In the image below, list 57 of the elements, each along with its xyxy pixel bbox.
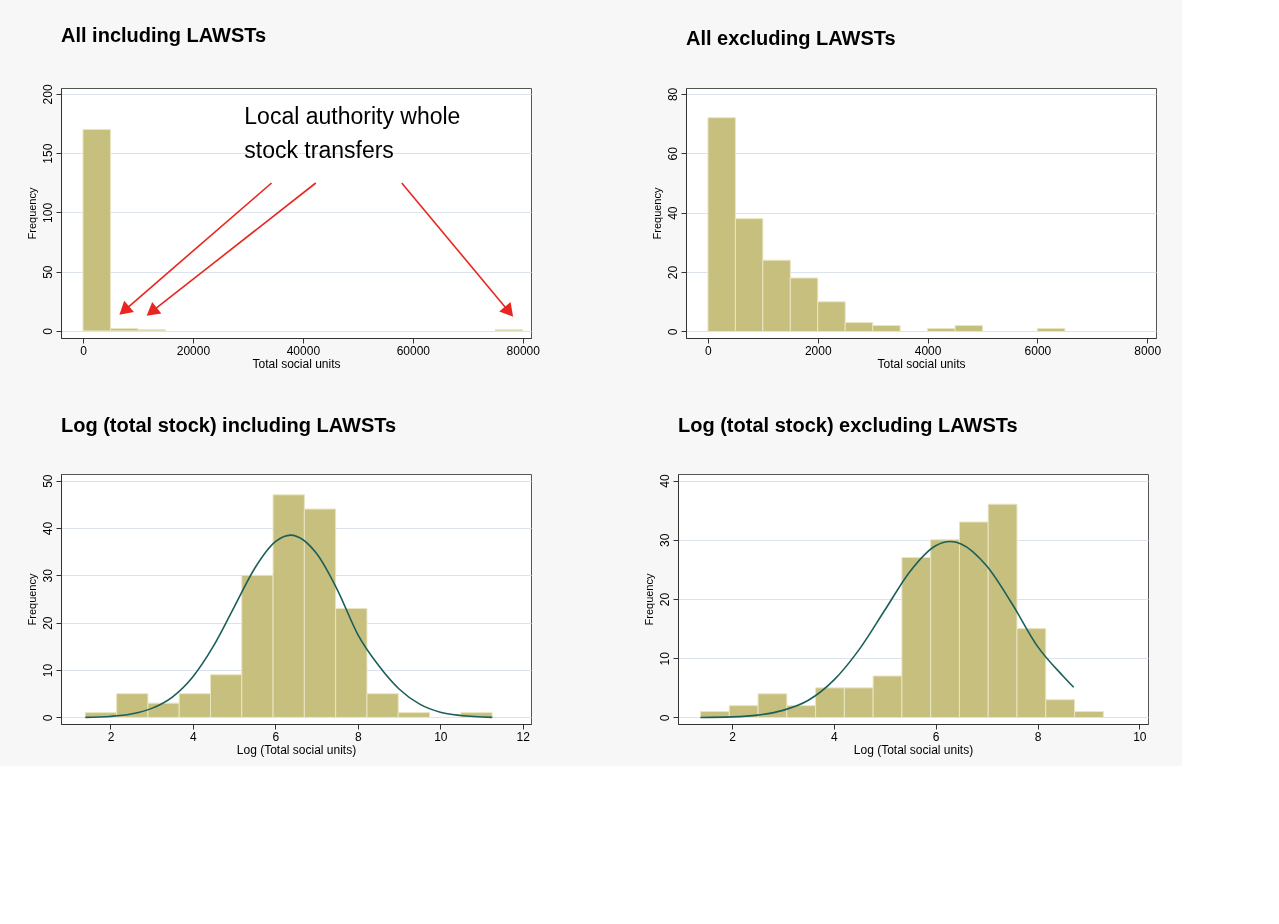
y-axis-title: Frequency	[25, 187, 38, 240]
y-axis-title: Frequency	[25, 573, 38, 626]
y-tick-label: 30	[657, 533, 672, 547]
x-tick-label: 4	[190, 729, 198, 744]
y-tick-label: 30	[40, 568, 55, 583]
x-axis-title: Log (Total social units)	[853, 742, 974, 757]
line-series	[84, 534, 494, 719]
y-tick-label: 100	[40, 202, 55, 223]
x-tick-label: 10	[1133, 729, 1147, 744]
y-tick-label: 20	[657, 592, 672, 607]
y-axis-title: Frequency	[642, 573, 655, 626]
y-tick-label: 0	[40, 714, 55, 722]
y-tick-label: 20	[40, 616, 55, 630]
x-tick-label: 8	[355, 729, 362, 744]
y-tick-label: 0	[40, 327, 55, 335]
chart-title: All excluding LAWSTs	[686, 27, 896, 50]
y-tick-label: 40	[40, 521, 55, 536]
chart-title: All including LAWSTs	[61, 23, 267, 46]
x-tick-label: 8000	[1134, 343, 1162, 358]
y-tick-label: 60	[665, 146, 680, 161]
x-tick-label: 4000	[914, 343, 942, 358]
y-tick-label: 0	[665, 328, 680, 336]
chart-title: Log (total stock) including LAWSTs	[61, 413, 397, 436]
x-tick-label: 2	[729, 729, 737, 744]
y-tick-label: 20	[665, 265, 680, 280]
y-tick-label: 10	[40, 663, 55, 678]
y-tick-label: 50	[40, 265, 55, 279]
x-tick-label: 12	[516, 729, 531, 744]
x-tick-label: 60000	[396, 343, 431, 358]
x-axis-title: Total social units	[877, 356, 966, 371]
x-tick-label: 80000	[506, 343, 541, 358]
x-tick-label: 6000	[1024, 343, 1052, 358]
line-series	[699, 540, 1075, 719]
x-tick-label: 4	[830, 729, 838, 744]
x-tick-label: 40000	[286, 343, 321, 358]
x-axis-title: Total social units	[252, 356, 341, 371]
y-axis-title: Frequency	[650, 187, 663, 240]
y-tick-label: 0	[657, 714, 672, 722]
y-tick-label: 200	[40, 84, 55, 105]
x-tick-label: 0	[80, 343, 88, 358]
annotation: Local authority whole stock transfers	[244, 102, 461, 163]
x-axis-title: Log (Total social units)	[236, 742, 357, 757]
y-tick-label: 50	[40, 474, 55, 488]
x-tick-label: 6	[272, 729, 280, 744]
x-tick-label: 2	[107, 729, 115, 744]
y-tick-label: 150	[40, 143, 55, 164]
x-tick-label: 2000	[804, 343, 832, 358]
y-tick-label: 80	[665, 87, 680, 102]
y-tick-label: 40	[657, 474, 672, 488]
x-tick-label: 10	[434, 729, 448, 744]
x-tick-label: 20000	[176, 343, 211, 358]
x-tick-label: 0	[705, 343, 713, 358]
y-tick-label: 10	[657, 651, 672, 666]
y-tick-label: 40	[665, 206, 680, 220]
chart-title: Log (total stock) excluding LAWSTs	[678, 413, 1018, 436]
x-tick-label: 8	[1034, 729, 1042, 744]
x-tick-label: 6	[932, 729, 940, 744]
